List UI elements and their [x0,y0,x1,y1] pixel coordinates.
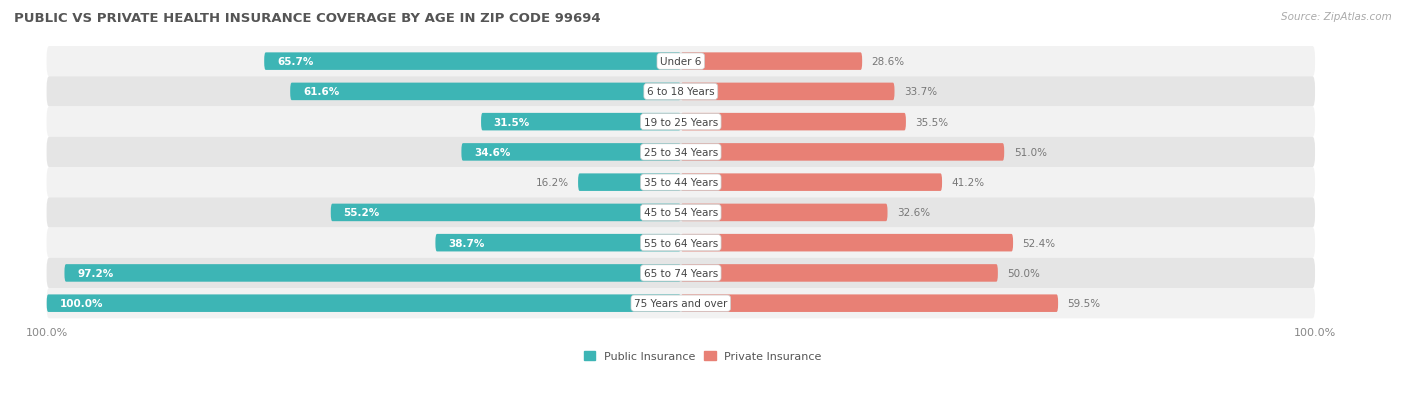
FancyBboxPatch shape [681,264,998,282]
Legend: Public Insurance, Private Insurance: Public Insurance, Private Insurance [579,347,827,366]
FancyBboxPatch shape [46,47,1315,77]
Text: 32.6%: 32.6% [897,208,931,218]
Text: PUBLIC VS PRIVATE HEALTH INSURANCE COVERAGE BY AGE IN ZIP CODE 99694: PUBLIC VS PRIVATE HEALTH INSURANCE COVER… [14,12,600,25]
FancyBboxPatch shape [46,295,681,312]
Text: 75 Years and over: 75 Years and over [634,299,727,309]
Text: 52.4%: 52.4% [1022,238,1056,248]
FancyBboxPatch shape [578,174,681,192]
Text: 34.6%: 34.6% [474,147,510,157]
FancyBboxPatch shape [46,258,1315,288]
FancyBboxPatch shape [681,114,905,131]
Text: 55 to 64 Years: 55 to 64 Years [644,238,718,248]
Text: 65 to 74 Years: 65 to 74 Years [644,268,718,278]
FancyBboxPatch shape [681,83,894,101]
Text: 65.7%: 65.7% [277,57,314,67]
FancyBboxPatch shape [46,138,1315,168]
Text: 31.5%: 31.5% [494,117,530,127]
FancyBboxPatch shape [290,83,681,101]
Text: 19 to 25 Years: 19 to 25 Years [644,117,718,127]
FancyBboxPatch shape [65,264,681,282]
Text: Under 6: Under 6 [661,57,702,67]
Text: Source: ZipAtlas.com: Source: ZipAtlas.com [1281,12,1392,22]
FancyBboxPatch shape [46,288,1315,318]
FancyBboxPatch shape [681,295,1059,312]
Text: 100.0%: 100.0% [59,299,103,309]
Text: 61.6%: 61.6% [302,87,339,97]
Text: 35.5%: 35.5% [915,117,949,127]
Text: 45 to 54 Years: 45 to 54 Years [644,208,718,218]
Text: 97.2%: 97.2% [77,268,114,278]
Text: 38.7%: 38.7% [449,238,485,248]
FancyBboxPatch shape [46,168,1315,198]
FancyBboxPatch shape [46,198,1315,228]
FancyBboxPatch shape [330,204,681,222]
Text: 55.2%: 55.2% [343,208,380,218]
FancyBboxPatch shape [681,234,1014,252]
FancyBboxPatch shape [46,228,1315,258]
Text: 50.0%: 50.0% [1007,268,1040,278]
Text: 6 to 18 Years: 6 to 18 Years [647,87,714,97]
FancyBboxPatch shape [264,53,681,71]
Text: 35 to 44 Years: 35 to 44 Years [644,178,718,188]
FancyBboxPatch shape [681,204,887,222]
Text: 28.6%: 28.6% [872,57,905,67]
FancyBboxPatch shape [46,107,1315,138]
FancyBboxPatch shape [681,53,862,71]
Text: 33.7%: 33.7% [904,87,938,97]
FancyBboxPatch shape [681,144,1004,161]
Text: 59.5%: 59.5% [1067,299,1101,309]
FancyBboxPatch shape [436,234,681,252]
FancyBboxPatch shape [681,174,942,192]
Text: 25 to 34 Years: 25 to 34 Years [644,147,718,157]
FancyBboxPatch shape [461,144,681,161]
FancyBboxPatch shape [481,114,681,131]
FancyBboxPatch shape [46,77,1315,107]
Text: 41.2%: 41.2% [952,178,984,188]
Text: 16.2%: 16.2% [536,178,568,188]
Text: 51.0%: 51.0% [1014,147,1046,157]
